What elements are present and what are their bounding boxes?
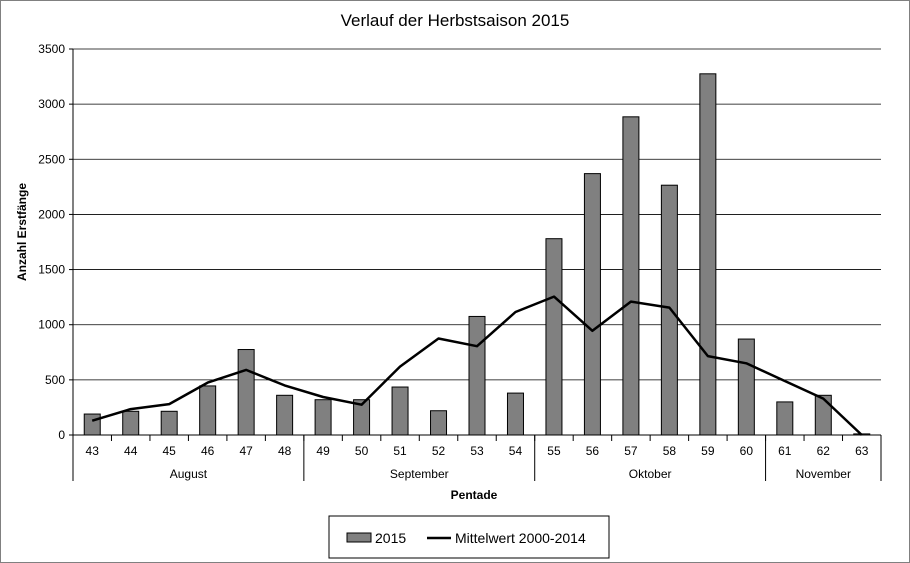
x-tick-label: 57 <box>624 444 638 458</box>
x-tick-label: 61 <box>778 444 792 458</box>
bar <box>276 394 294 436</box>
bar <box>430 410 448 436</box>
x-tick-label: 63 <box>855 444 869 458</box>
line-series-average <box>91 295 863 436</box>
average-line <box>91 295 863 436</box>
y-tick-labels: 0 500 1000 1500 2000 2500 3000 3500 <box>38 42 65 442</box>
x-tick-label: 60 <box>740 444 754 458</box>
bar <box>699 73 717 436</box>
bar <box>622 116 640 436</box>
x-tick-label: 55 <box>547 444 561 458</box>
bar <box>160 410 178 436</box>
bar <box>83 413 101 436</box>
bar <box>506 392 524 436</box>
month-label: August <box>170 467 208 481</box>
chart-title: Verlauf der Herbstsaison 2015 <box>341 11 570 30</box>
y-tick-label: 500 <box>45 373 65 387</box>
y-tick-label: 1500 <box>38 263 65 277</box>
bar <box>391 386 409 436</box>
bar <box>660 184 678 436</box>
month-label: September <box>390 467 449 481</box>
x-axis-label: Pentade <box>451 488 498 502</box>
y-tick-label: 2500 <box>38 152 65 166</box>
month-label: Oktober <box>629 467 672 481</box>
bar <box>468 315 486 436</box>
y-tick-label: 3500 <box>38 42 65 56</box>
x-tick-label: 47 <box>239 444 253 458</box>
bar <box>545 238 563 436</box>
x-tick-label: 49 <box>316 444 330 458</box>
legend-box <box>328 515 610 559</box>
x-tick-label: 44 <box>124 444 138 458</box>
x-tick-label: 52 <box>432 444 446 458</box>
bar <box>814 394 832 436</box>
x-tick-labels: 43 44 45 46 47 48 49 50 51 52 53 54 55 56 57 58 59 60 61 62… <box>86 444 869 458</box>
month-labels: August September Oktober November <box>170 467 851 481</box>
x-tick-label: 51 <box>393 444 407 458</box>
bar <box>199 385 217 436</box>
legend-label-2015: 2015 <box>375 530 406 546</box>
bar <box>776 401 794 436</box>
x-tick-label: 59 <box>701 444 715 458</box>
bar <box>583 173 601 436</box>
y-tick-label: 3000 <box>38 97 65 111</box>
x-tick-label: 53 <box>470 444 484 458</box>
legend-label-average: Mittelwert 2000-2014 <box>455 530 586 546</box>
bar <box>314 399 332 436</box>
x-tick-label: 50 <box>355 444 369 458</box>
y-axis-label: Anzahl Erstfänge <box>15 183 29 281</box>
legend: 2015 Mittelwert 2000-2014 <box>328 515 610 559</box>
y-tick-label: 2000 <box>38 207 65 221</box>
legend-swatch-2015 <box>346 532 372 543</box>
axes <box>72 49 882 481</box>
bar <box>237 349 255 436</box>
x-tick-label: 62 <box>817 444 831 458</box>
month-label: November <box>796 467 851 481</box>
bar-series-2015 <box>83 73 871 436</box>
x-tick-label: 58 <box>663 444 677 458</box>
x-tick-label: 43 <box>86 444 100 458</box>
x-tick-label: 48 <box>278 444 292 458</box>
y-tick-label: 1000 <box>38 318 65 332</box>
y-tick-label: 0 <box>58 428 65 442</box>
x-tick-label: 46 <box>201 444 215 458</box>
x-tick-label: 45 <box>163 444 177 458</box>
x-tick-label: 56 <box>586 444 600 458</box>
bar <box>737 338 755 436</box>
x-tick-label: 54 <box>509 444 523 458</box>
bar <box>122 410 140 436</box>
